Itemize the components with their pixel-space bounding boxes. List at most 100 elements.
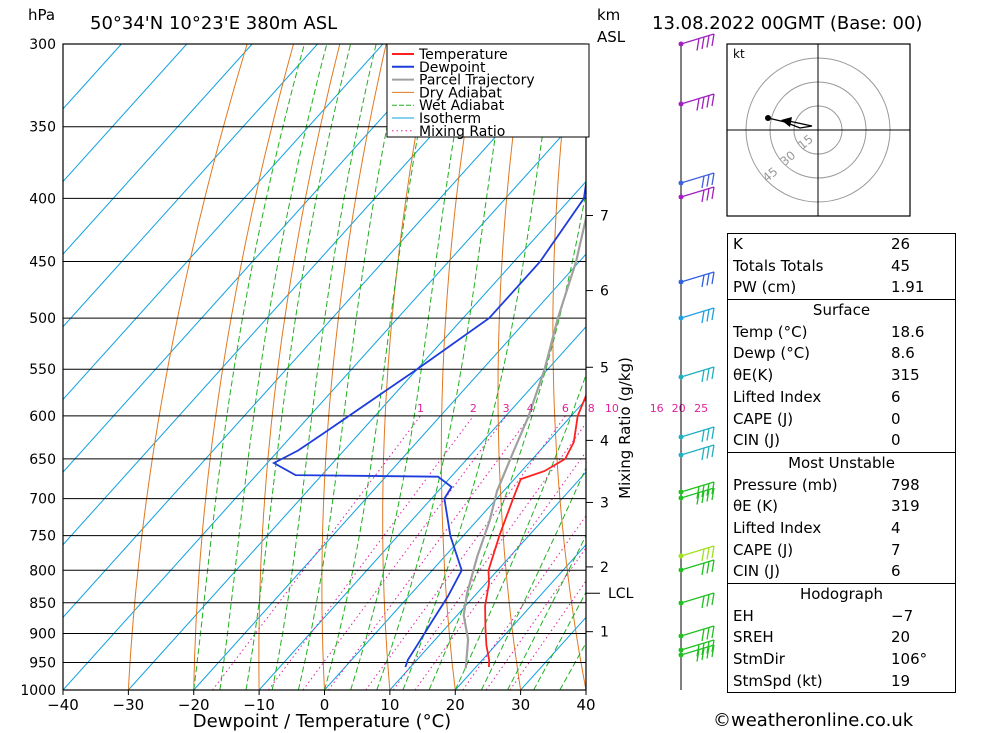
mixing-ratio-label: 1 [417, 402, 424, 415]
pressure-tick-label: 550 [29, 362, 56, 378]
wind-barb-flag [701, 647, 705, 661]
wind-barb-flag [711, 444, 715, 458]
wind-barb-flag [706, 561, 710, 574]
stat-row: CAPE (J) 7 [728, 540, 955, 562]
stat-label: Lifted Index [733, 387, 822, 406]
stat-row: Dewp (°C) 8.6 [728, 343, 955, 365]
stat-label: Totals Totals [733, 256, 824, 275]
pressure-tick-label: 1000 [20, 683, 56, 699]
hodograph-unit-label: kt [733, 47, 745, 61]
km-tick-label: 3 [600, 495, 609, 511]
mixing-ratio-label: 20 [672, 402, 686, 415]
wind-barb-flag [711, 545, 715, 559]
isotherm-line [63, 108, 586, 690]
mixing-ratio-line [462, 514, 586, 690]
stat-label: CAPE (J) [733, 540, 794, 559]
wind-barb-flag [711, 186, 715, 200]
wind-barb-flag [711, 559, 715, 573]
hodograph-section: Hodograph EH −7 SREH 20 StmDir 106° StmSpd … [728, 583, 955, 692]
isotherm-line [63, 44, 188, 183]
dry-adiabat-line [989, 44, 1000, 690]
wind-barb-flag [706, 547, 710, 560]
wind-barb-flag [706, 35, 710, 48]
stat-row: θE (K) 319 [728, 496, 955, 518]
stat-row: EH −7 [728, 606, 955, 628]
wind-barb-flag [711, 172, 715, 186]
isotherm-line [454, 543, 586, 690]
wind-barb-flag [696, 649, 700, 662]
wet-adiabat-line [507, 534, 586, 690]
stat-row: CIN (J) 0 [728, 430, 955, 452]
wind-barb-column [678, 33, 715, 690]
isotherm-line [389, 471, 586, 690]
stat-value: 45 [891, 256, 911, 275]
isotherm-line [63, 44, 253, 255]
legend-label: Temperature [418, 47, 508, 63]
mixing-ratio-line [302, 415, 507, 690]
wind-barb-flag [706, 428, 710, 441]
stat-label: Temp (°C) [733, 322, 808, 341]
mixing-ratio-line [365, 415, 566, 690]
wind-barb-flag [711, 426, 715, 440]
mixing-ratio-axis-title: Mixing Ratio (g/kg) [616, 357, 634, 499]
pressure-tick-label: 400 [29, 191, 56, 207]
isotherm-line [324, 398, 586, 690]
stat-label: CIN (J) [733, 431, 781, 450]
isotherm-line [63, 44, 449, 473]
pressure-tick-label: 650 [29, 452, 56, 468]
x-tick-label: −30 [113, 696, 145, 714]
stat-value: 106° [891, 650, 928, 669]
stat-row: Temp (°C) 18.6 [728, 322, 955, 344]
plot-frame [62, 43, 587, 691]
wet-adiabat-line [480, 466, 586, 690]
stat-label: StmSpd (kt) [733, 671, 823, 690]
stat-label: EH [733, 606, 754, 625]
legend-label: Mixing Ratio [419, 124, 505, 140]
stat-label: Pressure (mb) [733, 475, 838, 494]
wind-barb-flag [706, 646, 710, 659]
x-tick-label: 40 [576, 696, 595, 714]
mixing-ratio-label: 8 [588, 402, 595, 415]
stat-label: SREH [733, 628, 774, 647]
stat-label: θE (K) [733, 497, 778, 516]
wind-barb-flag [706, 188, 710, 201]
stat-value: 8.6 [891, 344, 915, 363]
x-tick-label: 30 [511, 696, 530, 714]
most-unstable-section: Most Unstable Pressure (mb) 798 θE (K) 319… [728, 451, 955, 583]
x-axis-title: Dewpoint / Temperature (°C) [193, 711, 451, 732]
stat-value: 6 [891, 387, 901, 406]
wind-barb-flag [706, 309, 710, 322]
dry-adiabat-line [382, 44, 433, 690]
x-tick-label: 20 [446, 696, 465, 714]
dry-adiabat-line [497, 44, 526, 690]
wind-barb-flag [711, 366, 715, 380]
wet-adiabat-line [350, 44, 471, 690]
mixing-ratio-label: 4 [527, 402, 534, 415]
stat-value: 19 [891, 671, 911, 690]
copyright-footer: ©weatheronline.co.uk [713, 710, 914, 731]
section-title: Most Unstable [788, 453, 895, 472]
isotherm-line [63, 44, 122, 110]
wet-adiabat-line [428, 188, 586, 690]
wind-barb-flag [696, 98, 700, 111]
wind-barb-flag [701, 447, 705, 461]
wind-barb-flag [701, 429, 705, 443]
stat-value: 0 [891, 431, 901, 450]
datetime-label: 13.08.2022 00GMT (Base: 00) [652, 13, 922, 34]
stat-row: Lifted Index 6 [728, 387, 955, 409]
dry-adiabat-line [440, 44, 480, 690]
wind-barb-flag [701, 628, 705, 642]
stat-row: CIN (J) 6 [728, 561, 955, 583]
stat-row: SREH 20 [728, 627, 955, 649]
stat-value: 20 [891, 628, 911, 647]
dry-adiabat-line [127, 44, 248, 690]
hpa-label: hPa [28, 6, 55, 24]
location-title: 50°34'N 10°23'E 380m ASL [90, 13, 337, 34]
hodograph-trace [767, 117, 813, 129]
x-tick-label: −20 [178, 696, 210, 714]
isotherm-line [258, 326, 586, 690]
isotherm-line [63, 44, 580, 619]
pressure-tick-label: 850 [29, 596, 56, 612]
